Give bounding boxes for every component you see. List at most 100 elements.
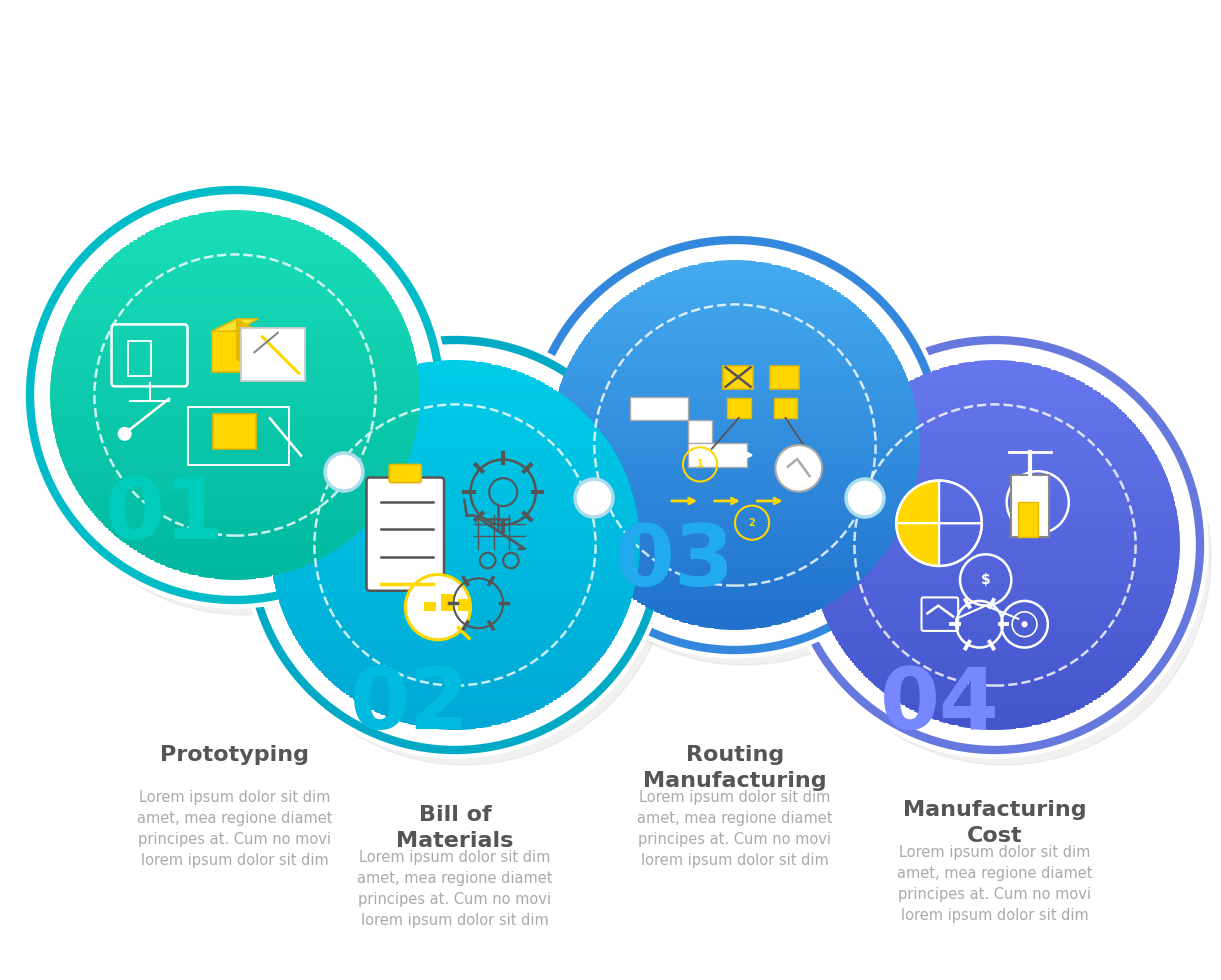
Bar: [56, 442, 414, 444]
Bar: [145, 556, 325, 558]
Bar: [277, 597, 632, 599]
Bar: [552, 416, 918, 417]
Bar: [281, 481, 629, 483]
Bar: [613, 583, 857, 586]
Bar: [408, 722, 502, 725]
Bar: [564, 514, 906, 516]
Bar: [650, 608, 821, 611]
Bar: [593, 324, 877, 326]
Bar: [50, 380, 420, 382]
Bar: [288, 464, 621, 466]
Bar: [901, 703, 1089, 706]
Bar: [270, 533, 640, 535]
Bar: [570, 359, 899, 362]
Bar: [679, 268, 791, 270]
Bar: [292, 631, 618, 634]
Bar: [567, 521, 902, 524]
Bar: [814, 584, 1176, 587]
Bar: [564, 373, 906, 376]
Bar: [272, 515, 637, 517]
Bar: [596, 321, 874, 324]
Bar: [560, 507, 908, 510]
Bar: [50, 405, 420, 408]
Bar: [50, 403, 420, 405]
Bar: [576, 539, 894, 541]
Bar: [830, 629, 1159, 631]
Bar: [280, 483, 630, 486]
Bar: [272, 517, 639, 520]
Bar: [558, 388, 912, 391]
Bar: [570, 529, 899, 531]
Bar: [375, 710, 536, 712]
Bar: [568, 524, 902, 526]
Bar: [850, 429, 1140, 431]
Bar: [567, 367, 902, 368]
Bar: [272, 513, 637, 515]
Bar: [551, 425, 919, 427]
Bar: [828, 624, 1161, 626]
Bar: [270, 543, 640, 545]
Bar: [272, 569, 639, 572]
Bar: [160, 563, 310, 565]
Bar: [910, 708, 1081, 710]
Bar: [59, 449, 411, 452]
Bar: [277, 493, 632, 496]
Bar: [581, 546, 889, 549]
Bar: [297, 449, 614, 451]
Bar: [83, 499, 387, 501]
Circle shape: [256, 351, 672, 765]
Bar: [565, 516, 905, 519]
Bar: [549, 445, 919, 448]
Bar: [270, 538, 640, 540]
Bar: [825, 619, 1164, 621]
Bar: [650, 279, 821, 282]
Bar: [554, 406, 916, 408]
Bar: [81, 291, 389, 294]
Bar: [360, 703, 549, 706]
Bar: [84, 501, 386, 504]
Bar: [973, 727, 1016, 730]
Bar: [278, 599, 631, 602]
Bar: [353, 390, 557, 392]
Bar: [818, 599, 1171, 602]
Bar: [133, 548, 337, 551]
Bar: [105, 525, 365, 528]
Bar: [300, 646, 609, 649]
Bar: [386, 715, 525, 717]
Bar: [365, 382, 545, 385]
Bar: [50, 390, 420, 393]
Bar: [813, 579, 1177, 582]
Bar: [137, 237, 333, 239]
FancyBboxPatch shape: [389, 465, 421, 482]
Bar: [424, 602, 436, 612]
Bar: [188, 572, 282, 575]
Bar: [63, 326, 407, 328]
Bar: [418, 363, 492, 365]
Bar: [55, 437, 415, 439]
Bar: [811, 558, 1179, 560]
Bar: [55, 434, 415, 437]
Bar: [349, 392, 560, 395]
Bar: [893, 698, 1098, 701]
Bar: [608, 310, 862, 312]
Bar: [871, 681, 1120, 683]
Bar: [70, 311, 400, 314]
Bar: [569, 526, 901, 529]
FancyBboxPatch shape: [242, 328, 305, 381]
Bar: [342, 397, 568, 400]
Bar: [316, 421, 593, 424]
Bar: [78, 296, 392, 299]
Bar: [919, 712, 1071, 715]
Bar: [858, 668, 1132, 670]
Bar: [137, 551, 333, 553]
Bar: [76, 489, 393, 491]
Bar: [603, 315, 867, 317]
Bar: [274, 508, 636, 511]
Bar: [585, 551, 885, 554]
Text: Routing
Manufacturing: Routing Manufacturing: [643, 745, 827, 791]
Circle shape: [1022, 621, 1028, 627]
Bar: [574, 534, 896, 536]
Bar: [558, 497, 912, 499]
Bar: [553, 477, 917, 479]
Bar: [280, 486, 631, 488]
